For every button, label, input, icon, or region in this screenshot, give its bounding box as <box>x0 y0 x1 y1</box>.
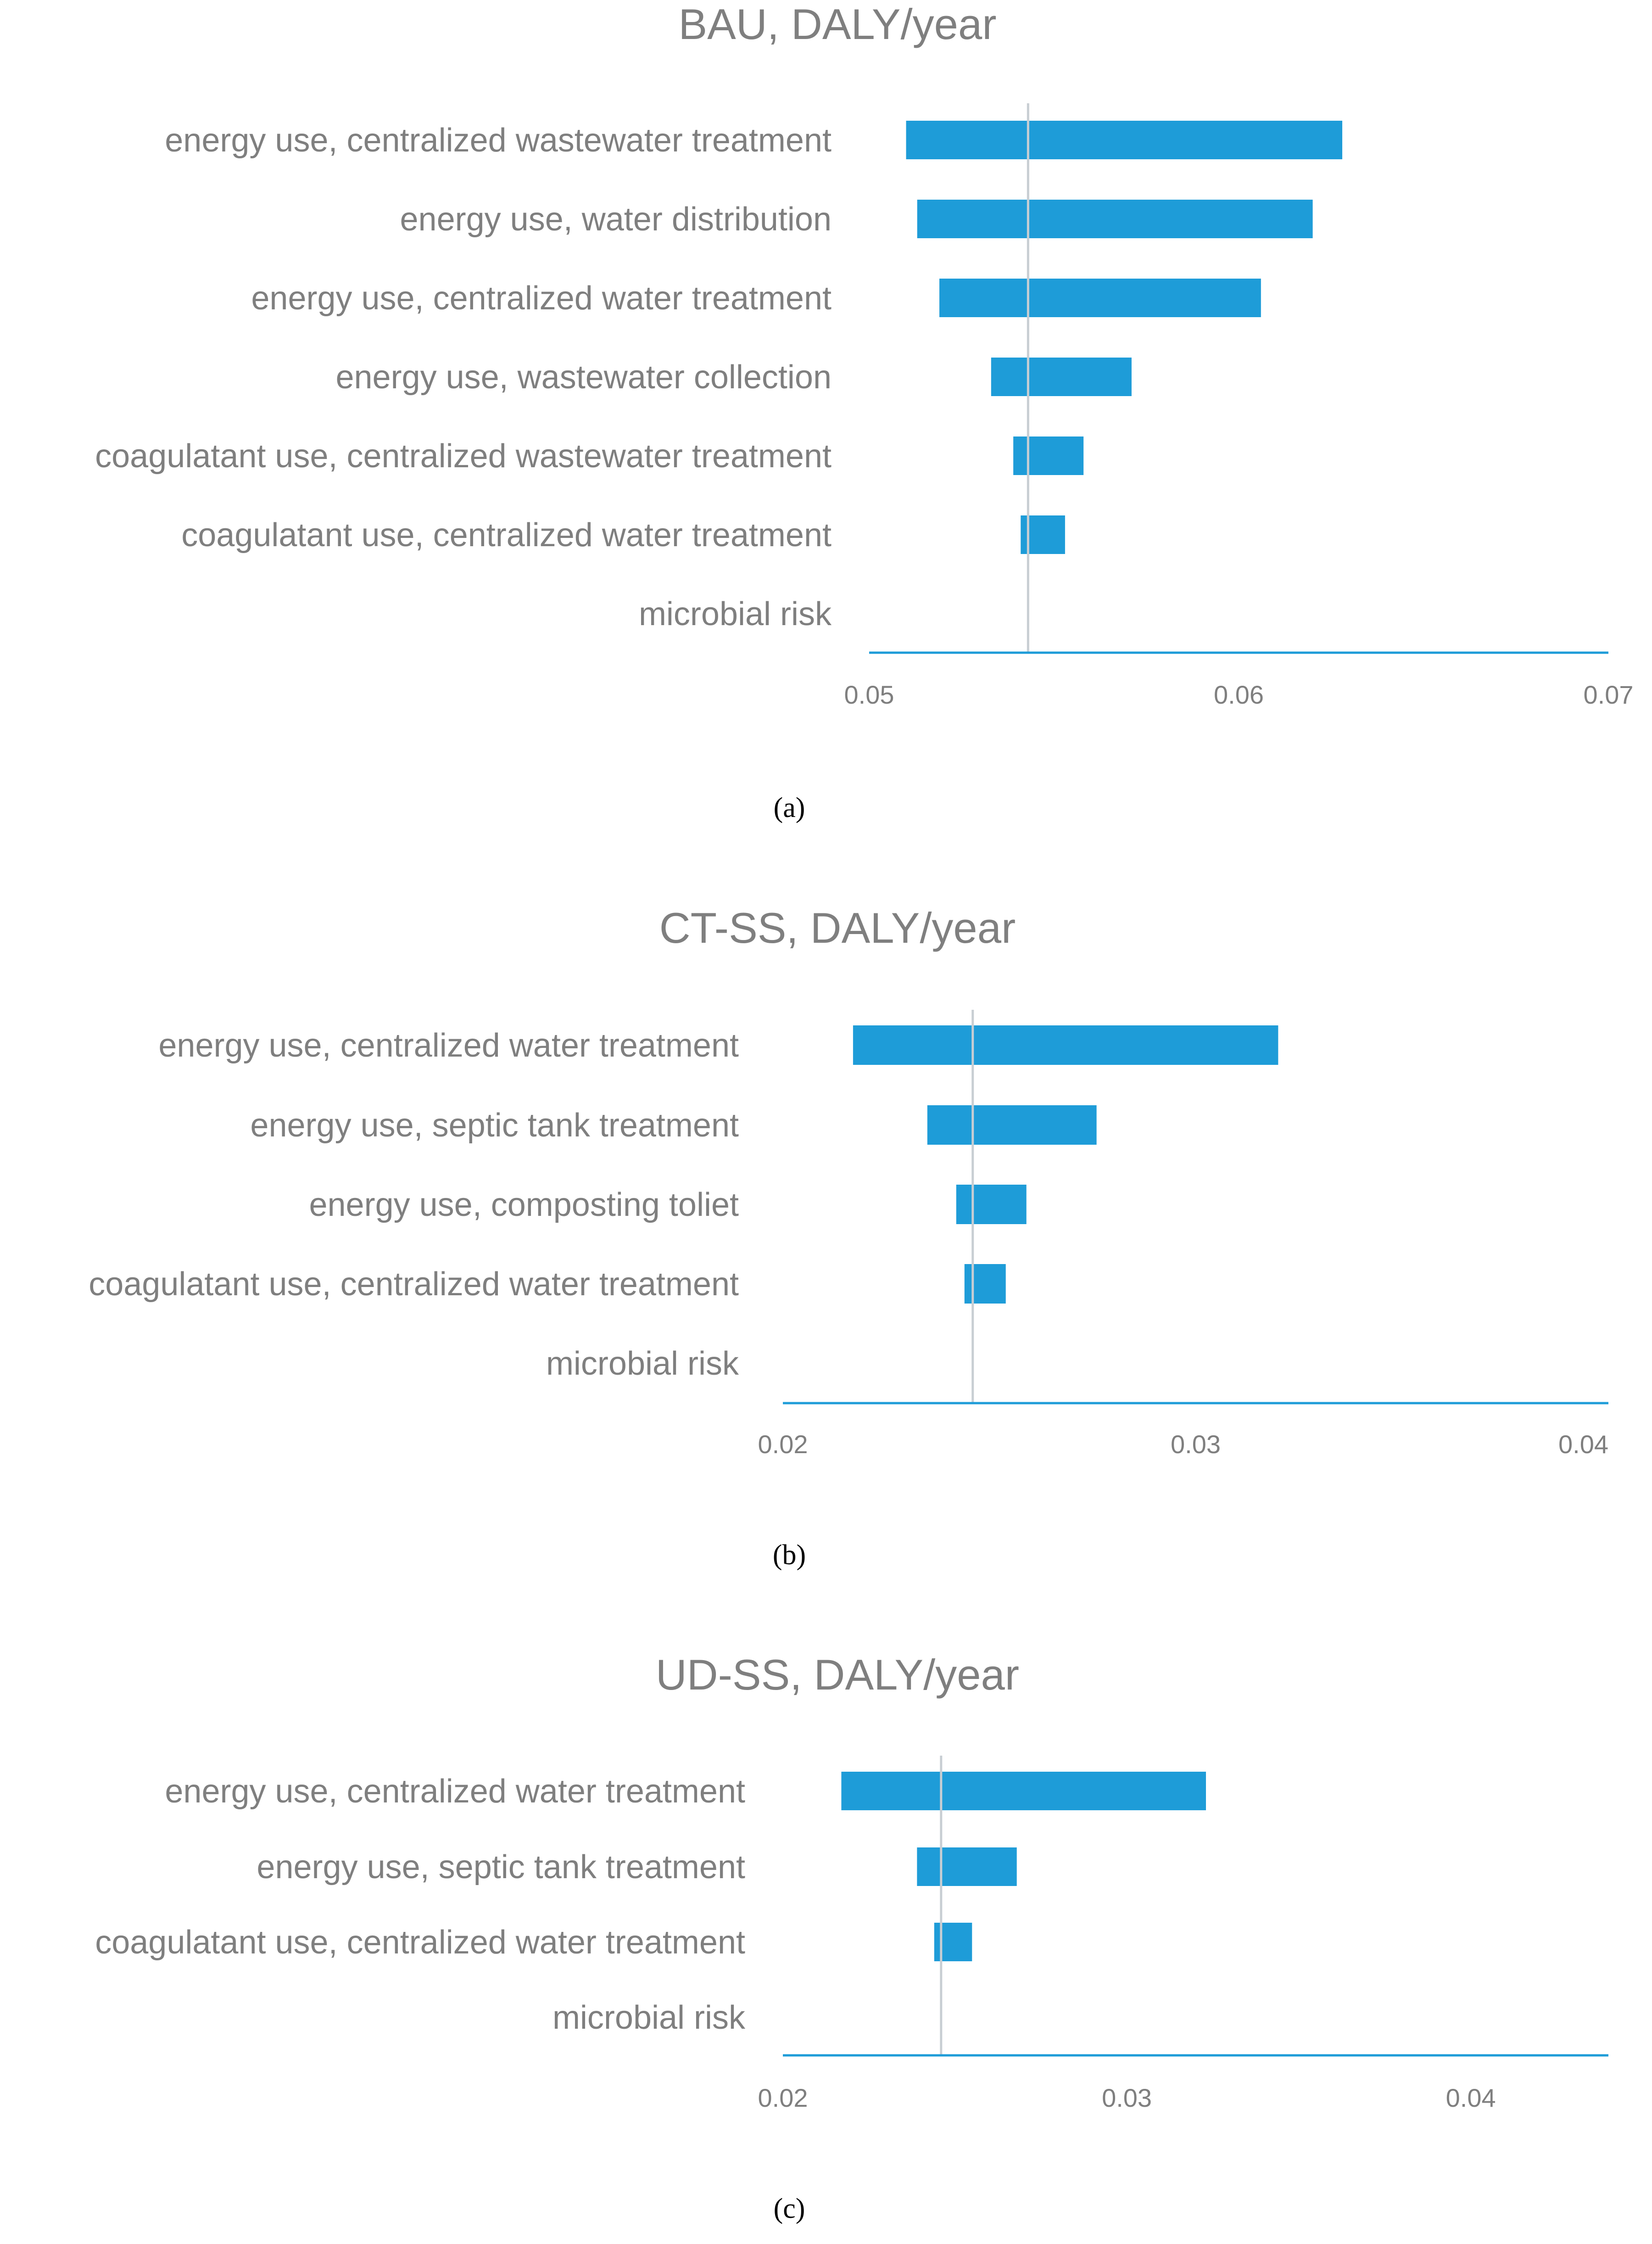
chart-b: CT-SS, DALY/year energy use, centralized … <box>89 904 1608 1571</box>
x-tick-label: 0.04 <box>1446 2083 1496 2112</box>
x-tick-label: 0.04 <box>1558 1430 1608 1459</box>
category-label: energy use, centralized wastewater treat… <box>165 122 832 159</box>
bar <box>934 1923 972 1961</box>
x-tick-label: 0.07 <box>1584 680 1634 709</box>
bar <box>927 1105 1097 1145</box>
figure-caption: (b) <box>773 1539 806 1571</box>
category-label: coagulatant use, centralized water treat… <box>181 517 832 554</box>
x-tick-label: 0.05 <box>844 680 894 709</box>
chart-c: UD-SS, DALY/year energy use, centralized … <box>95 1651 1608 2224</box>
chart-title: UD-SS, DALY/year <box>656 1651 1019 1699</box>
bar <box>917 200 1313 238</box>
bar <box>1013 436 1084 475</box>
category-label: microbial risk <box>546 1345 739 1382</box>
bar <box>964 1264 1006 1304</box>
chart-a: BAU, DALY/year energy use, centralized wa… <box>95 0 1633 823</box>
x-tick-label: 0.03 <box>1171 1430 1221 1459</box>
bar <box>917 1847 1017 1886</box>
bar <box>991 358 1132 396</box>
bar <box>841 1772 1206 1810</box>
category-label: energy use, centralized water treatment <box>251 280 832 317</box>
category-label: energy use, centralized water treatment <box>158 1027 739 1064</box>
bar <box>956 1185 1027 1224</box>
category-label: coagulatant use, centralized water treat… <box>95 1924 745 1961</box>
x-tick-label: 0.03 <box>1102 2083 1152 2112</box>
category-label: energy use, septic tank treatment <box>250 1107 739 1144</box>
figure-caption: (a) <box>774 792 805 823</box>
category-label: energy use, septic tank treatment <box>257 1849 745 1886</box>
bar <box>906 121 1343 159</box>
category-label: microbial risk <box>553 1999 746 2036</box>
category-label: coagulatant use, centralized wastewater … <box>95 438 832 475</box>
category-label: microbial risk <box>639 596 832 632</box>
figure-caption: (c) <box>774 2193 805 2224</box>
category-label: energy use, composting toliet <box>309 1186 739 1223</box>
chart-title: CT-SS, DALY/year <box>659 904 1016 952</box>
x-tick-label: 0.06 <box>1214 680 1264 709</box>
bar <box>939 279 1261 317</box>
category-label: coagulatant use, centralized water treat… <box>89 1266 739 1303</box>
category-label: energy use, centralized water treatment <box>165 1773 745 1810</box>
x-tick-label: 0.02 <box>758 1430 808 1459</box>
bar <box>853 1025 1278 1065</box>
x-tick-label: 0.02 <box>758 2083 808 2112</box>
chart-title: BAU, DALY/year <box>678 0 996 48</box>
category-label: energy use, water distribution <box>400 201 832 238</box>
category-label: energy use, wastewater collection <box>335 359 832 396</box>
